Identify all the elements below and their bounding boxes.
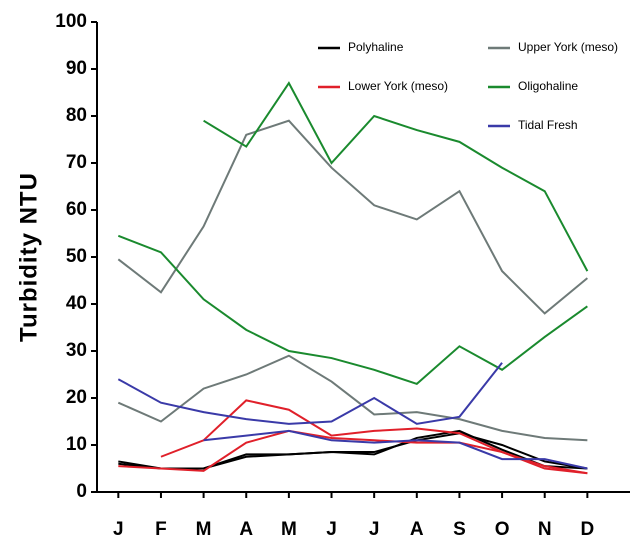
x-tick-label: M bbox=[281, 519, 297, 540]
series-line bbox=[203, 81, 589, 272]
x-tick-label: O bbox=[495, 519, 510, 540]
y-tick-label: 40 bbox=[66, 293, 87, 314]
y-tick-label: 50 bbox=[66, 246, 87, 267]
y-tick-label: 80 bbox=[66, 105, 87, 126]
legend-label: Polyhaline bbox=[348, 40, 404, 54]
y-tick-label: 60 bbox=[66, 199, 87, 220]
y-tick-label: 90 bbox=[66, 58, 87, 79]
y-tick-label: 10 bbox=[66, 434, 87, 455]
legend-label: Upper York (meso) bbox=[518, 40, 618, 54]
legend-label: Lower York (meso) bbox=[348, 79, 448, 93]
x-tick-label: F bbox=[155, 519, 167, 540]
x-tick-label: D bbox=[580, 519, 594, 540]
x-tick-label: A bbox=[410, 519, 424, 540]
x-tick-label: A bbox=[239, 519, 253, 540]
x-tick-label: J bbox=[326, 519, 337, 540]
series-line bbox=[118, 429, 588, 475]
series-line bbox=[117, 362, 503, 425]
y-tick-label: 30 bbox=[66, 340, 87, 361]
y-tick-label: 20 bbox=[66, 387, 87, 408]
series-line bbox=[117, 119, 588, 315]
series-line bbox=[203, 429, 588, 470]
series-line bbox=[117, 354, 588, 442]
legend-label: Tidal Fresh bbox=[518, 118, 578, 132]
x-tick-label: N bbox=[538, 519, 552, 540]
legend-label: Oligohaline bbox=[518, 79, 578, 93]
x-tick-label: J bbox=[113, 519, 124, 540]
x-tick-label: J bbox=[369, 519, 380, 540]
y-tick-label: 0 bbox=[76, 481, 87, 502]
series-line bbox=[118, 429, 588, 470]
series-line bbox=[117, 234, 588, 386]
y-tick-label: 70 bbox=[66, 152, 87, 173]
y-axis-label: Turbidity NTU bbox=[15, 172, 42, 342]
x-tick-label: M bbox=[196, 519, 212, 540]
x-tick-label: S bbox=[453, 519, 466, 540]
y-tick-label: 100 bbox=[55, 11, 87, 32]
